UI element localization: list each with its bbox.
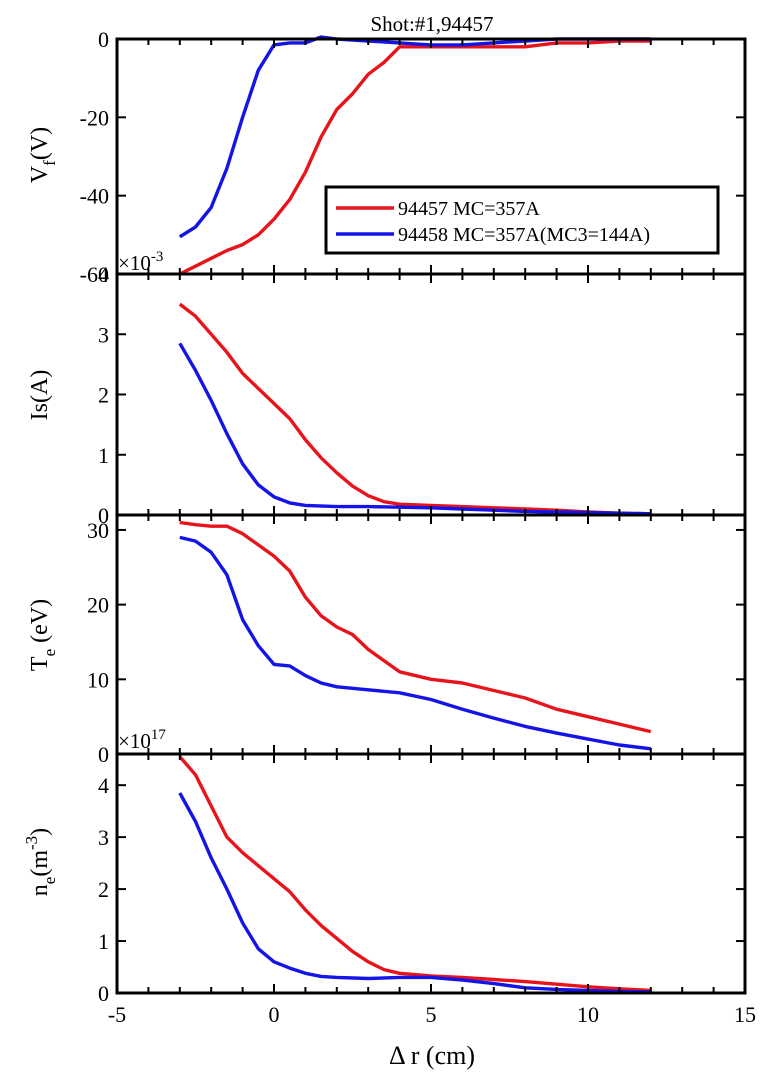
- is-ytick-label: 2: [98, 383, 109, 408]
- ne-ylabel-sub: e: [40, 877, 59, 885]
- ne-ytick-label: 1: [98, 929, 109, 954]
- ne-exponent-power: 17: [151, 727, 167, 743]
- te-ytick-label: 30: [87, 518, 109, 543]
- is-frame: [115, 272, 747, 517]
- is-ytick-label: 1: [98, 443, 109, 468]
- legend-label-2: 94458 MC=357A(MC3=144A): [398, 224, 650, 246]
- ne-ytick-label: 4: [98, 773, 109, 798]
- ne-ytick-label: 0: [98, 981, 109, 1006]
- vf-ylabel: Vf(V): [27, 127, 59, 183]
- x-tick-label: 5: [426, 1002, 437, 1027]
- te-ylabel-tail: (eV): [27, 599, 53, 643]
- is-ytick-label: 0: [98, 503, 109, 528]
- figure-title: Shot:#1,94457: [370, 12, 493, 36]
- ne-ylabel-main: n: [27, 884, 53, 896]
- is-panel: 0 1 2 3 4: [98, 262, 747, 528]
- te-ytick-label: 10: [87, 667, 109, 692]
- ne-frame: [115, 752, 747, 995]
- ne-ylabel: ne(m-3): [22, 828, 59, 896]
- x-tick-label: 15: [734, 1002, 756, 1027]
- legend-label-1: 94457 MC=357A: [398, 198, 540, 220]
- is-ytick-label: 3: [98, 322, 109, 347]
- ne-series-2-line: [178, 792, 651, 994]
- x-tick-label: 10: [577, 1002, 599, 1027]
- te-ytick-label: 20: [87, 593, 109, 618]
- te-panel: 0 10 20 30: [87, 513, 747, 767]
- legend-box: [324, 185, 720, 255]
- vf-ytick-label: -40: [80, 184, 109, 209]
- vf-ylabel-sub: f: [40, 160, 59, 166]
- is-series-2-line: [178, 342, 651, 516]
- te-ylabel-main: T: [27, 656, 53, 671]
- ne-exponent-base: ×10: [118, 729, 151, 753]
- is-exponent-base: ×10: [118, 251, 151, 275]
- is-exponent-power: -3: [151, 249, 164, 265]
- vf-ylabel-tail: (V): [27, 127, 53, 160]
- ne-ytick-label: 3: [98, 825, 109, 850]
- te-series-2-line: [179, 535, 652, 751]
- vf-ylabel-main: V: [27, 165, 53, 183]
- ne-ylabel-power: -3: [22, 836, 41, 850]
- ne-series-1-line: [178, 755, 651, 993]
- vf-ytick-label: -20: [80, 105, 109, 130]
- te-ytick-label: 0: [98, 742, 109, 767]
- vf-panel: -60 -40 -20 0: [80, 27, 747, 287]
- ne-ylabel-close: ): [27, 828, 53, 836]
- ne-ytick-label: 2: [98, 877, 109, 902]
- te-series-1-line: [179, 520, 652, 734]
- is-ylabel: Is(A): [27, 370, 53, 421]
- te-ylabel-sub: e: [40, 649, 59, 657]
- vf-ytick-label: -60: [80, 262, 109, 287]
- ne-ylabel-unit: (m: [27, 850, 53, 877]
- vf-ytick-label: 0: [98, 27, 109, 52]
- legend: 94457 MC=357A 94458 MC=357A(MC3=144A): [324, 185, 720, 255]
- is-exponent: ×10-3: [118, 249, 163, 275]
- is-ytick-label: 4: [98, 262, 109, 287]
- ne-exponent: ×1017: [118, 727, 166, 753]
- x-tick-label: 0: [269, 1002, 280, 1027]
- is-series-1-line: [178, 302, 651, 516]
- ne-panel: 0 1 2 3 4: [98, 752, 747, 1006]
- te-ylabel: Te (eV): [27, 599, 59, 671]
- x-axis-label: Δ r (cm): [389, 1041, 475, 1070]
- vf-series-1-line: [179, 39, 651, 276]
- x-tick-label: -5: [108, 1002, 126, 1027]
